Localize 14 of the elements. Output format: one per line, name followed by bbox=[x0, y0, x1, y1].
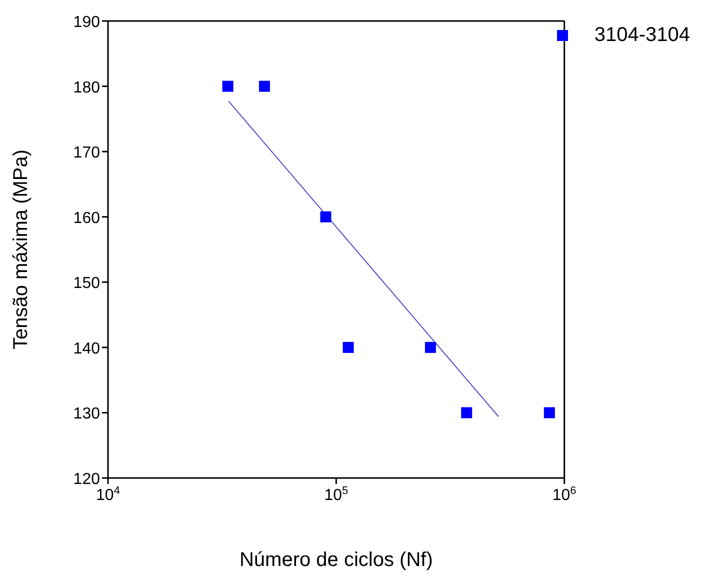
y-tick-label: 150 bbox=[73, 275, 100, 292]
x-tick-label: 10$^{6}$ bbox=[552, 485, 576, 504]
y-tick-label: 160 bbox=[73, 210, 100, 227]
y-tick-label: 140 bbox=[73, 340, 100, 358]
y-axis-title: Tensão máxima (MPa) bbox=[10, 149, 32, 350]
y-tick-label: 170 bbox=[73, 144, 100, 162]
x-tick-label: 10$^{5}$ bbox=[324, 485, 348, 504]
x-tick-label: 10$^{4}$ bbox=[96, 485, 120, 504]
y-tick-label: 190 bbox=[73, 14, 100, 31]
y-tick-label: 130 bbox=[73, 406, 100, 423]
y-tick-label: 180 bbox=[73, 79, 100, 96]
x-axis-title: Número de ciclos (Nf) bbox=[239, 549, 433, 571]
legend-label: 3104-3104 bbox=[594, 24, 690, 47]
y-tick-label: 120 bbox=[73, 471, 100, 488]
